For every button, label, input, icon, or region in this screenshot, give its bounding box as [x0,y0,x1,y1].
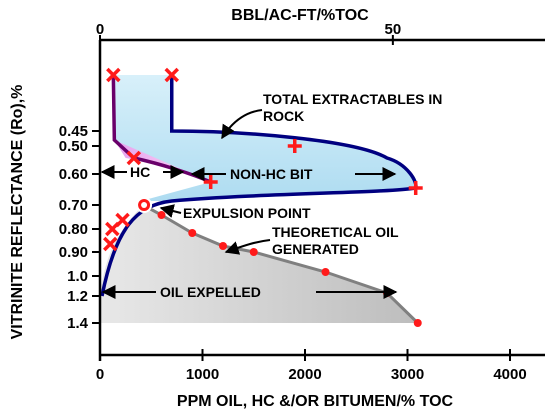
annotation-arrow-expulsion [159,204,182,218]
x-bottom-tick-label: 1000 [186,366,219,383]
theoretical-oil-point [219,242,227,250]
y-axis-title: VITRINITE REFLECTANCE (Ro),% [9,85,26,340]
annotation-hc: HC [130,164,150,180]
annotation-expulsion-point: EXPULSION POINT [183,205,311,221]
annotation-total-extractables-line2: ROCK [263,108,304,124]
plus-marker [408,181,423,195]
x-bottom-tick-label: 0 [96,366,104,383]
x-bottom-tick-label: 2000 [288,366,321,383]
annotation-arrow-theoretical-oil [224,239,271,255]
annotation-non-hc-bit: NON-HC BIT [230,166,313,182]
axes: 0 1000 2000 3000 4000 0 50 0.450.50 0.60 0.70 0.80… [59,21,545,383]
y-tick-label: 0.80 [59,221,88,238]
plot-regions [100,75,418,323]
x-marker [115,212,130,228]
plus-marker [287,139,302,153]
x-marker [164,67,179,83]
y-tick-label: 0.90 [59,244,88,261]
y-tick-label: 0.60 [59,166,88,183]
y-tick-label: 0.50 [59,138,88,155]
y-tick-label: 0.45 [59,123,88,140]
theoretical-oil-point [188,229,197,237]
plus-marker [203,175,218,189]
total-extractables-area [113,75,416,201]
theoretical-oil-point [157,211,166,219]
y-tick-label: 0.70 [59,197,88,214]
theoretical-oil-point [413,319,422,327]
annotation-total-extractables-line1: TOTAL EXTRACTABLES IN [263,91,442,107]
y-tick-label: 1.2 [67,288,88,305]
x-marker [126,150,142,166]
x-bottom-tick-label: 3000 [391,366,424,383]
annotation-oil-expelled: OIL EXPELLED [160,284,261,300]
annotation-arrow-total-extractables [221,109,263,140]
top-axis-title: BBL/AC-FT/%TOC [231,7,369,24]
y-tick-label: 1.0 [67,268,88,285]
expulsion-point-center [141,202,148,208]
y-tick-label: 1.4 [67,315,89,332]
bottom-axis-title: PPM OIL, HC &/OR BITUMEN/% TOC [177,393,454,410]
data-markers [103,67,423,252]
x-top-tick-label: 0 [96,21,104,38]
hc-area [114,140,211,182]
x-top-tick-label: 50 [385,21,402,38]
x-marker [103,236,118,252]
x-marker [106,67,121,83]
annotation-theoretical-oil-line1: THEORETICAL OIL [272,224,399,240]
x-bottom-tick-label: 4000 [493,366,526,383]
theoretical-oil-point [249,248,258,256]
theoretical-oil-point [321,268,330,276]
annotation-theoretical-oil-line2: GENERATED [272,241,359,257]
oil-expelled-area [100,205,418,323]
